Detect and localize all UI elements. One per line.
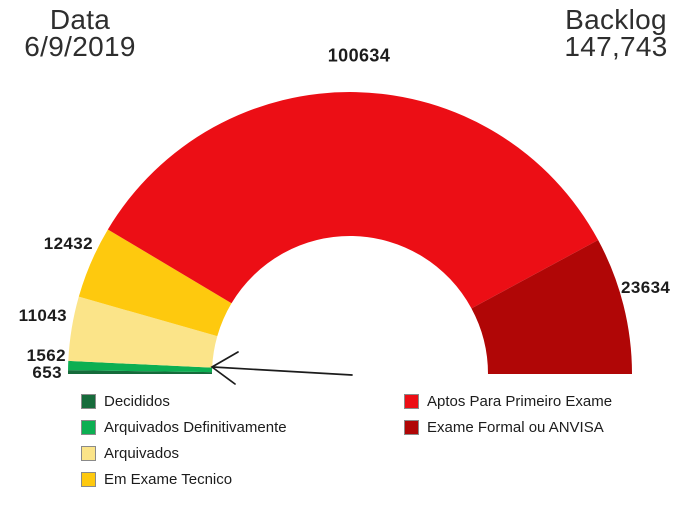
legend-right-column: Aptos Para Primeiro Exame Exame Formal o… [404,388,612,440]
value-label-arquivados: 11043 [18,306,67,325]
value-label-em-exame: 12432 [43,234,93,253]
legend-item-arquivados-definitivamente: Arquivados Definitivamente [81,414,287,440]
annotation-arrow [210,351,353,385]
legend-swatch-exame-formal-ou-anvisa [404,419,419,435]
donut-slices [68,92,632,374]
value-label-exame-formal: 23634 [621,278,671,297]
value-label-aptos: 100634 [327,45,391,66]
legend-swatch-decididos [81,393,96,409]
legend-left-column: Decididos Arquivados Definitivamente Arq… [81,388,287,492]
legend-item-exame-formal-ou-anvisa: Exame Formal ou ANVISA [404,414,612,440]
backlog-title: Backlog 147,743 [550,4,682,62]
legend-label-decididos: Decididos [104,392,170,410]
slice-arquivados-definitivamente [68,360,213,373]
backlog-label: Backlog [565,4,667,35]
legend-label-exame-formal-ou-anvisa: Exame Formal ou ANVISA [427,418,604,436]
slice-arquivados [68,296,218,368]
value-label-arq-def: 1562 [26,346,66,365]
date-value: 6/9/2019 [24,31,136,62]
date-title: Data 6/9/2019 [8,4,152,62]
legend-label-em-exame-tecnico: Em Exame Tecnico [104,470,233,488]
value-label-decididos: 653 [32,363,62,382]
legend-item-decididos: Decididos [81,388,287,414]
slice-decididos [68,370,213,374]
legend-swatch-aptos-para-primeiro-exame [404,393,419,409]
legend-label-arquivados: Arquivados [104,444,180,462]
backlog-value: 147,743 [564,31,668,62]
legend-swatch-arquivados [81,445,96,461]
legend-label-arquivados-definitivamente: Arquivados Definitivamente [104,418,287,436]
slice-aptos-para-primeiro-exame [107,92,599,309]
legend-item-em-exame-tecnico: Em Exame Tecnico [81,466,287,492]
legend-swatch-em-exame-tecnico [81,471,96,487]
legend-item-arquivados: Arquivados [81,440,287,466]
legend-swatch-arquivados-definitivamente [81,419,96,435]
legend-item-aptos-para-primeiro-exame: Aptos Para Primeiro Exame [404,388,612,414]
slice-em-exame-tecnico [78,229,232,337]
legend-label-aptos-para-primeiro-exame: Aptos Para Primeiro Exame [427,392,613,410]
slice-exame-formal-ou-anvisa [471,240,632,374]
date-label: Data [49,4,111,35]
